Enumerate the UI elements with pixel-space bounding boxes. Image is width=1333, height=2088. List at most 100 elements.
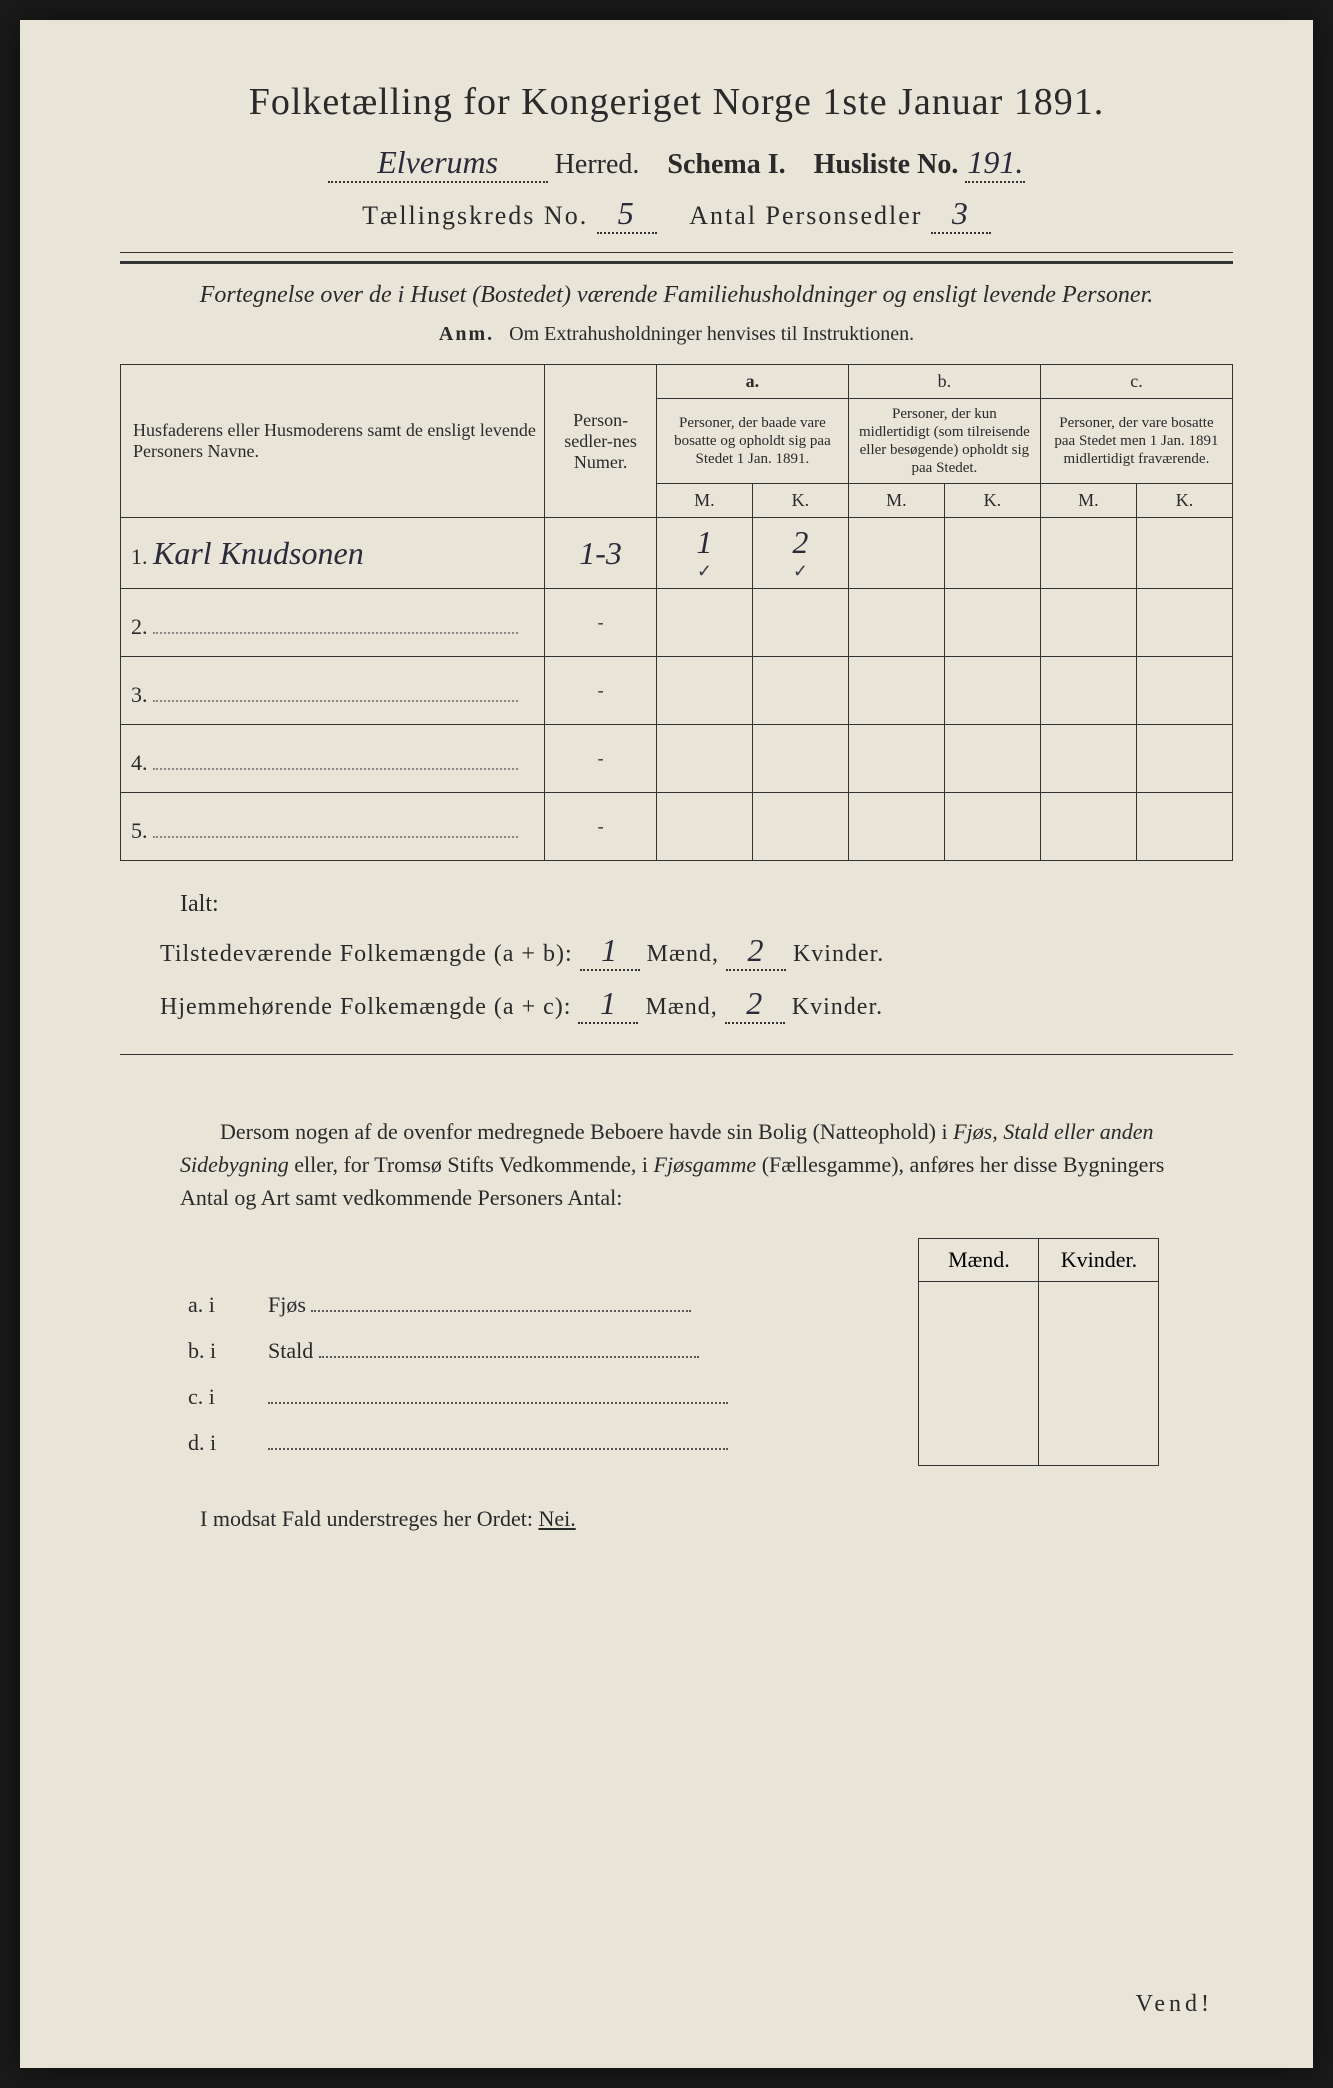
- anm-text: Om Extrahusholdninger henvises til Instr…: [509, 323, 914, 345]
- dotfill: [311, 1298, 691, 1312]
- vend-label: Vend!: [1136, 1991, 1213, 2018]
- a-k: K.: [752, 484, 848, 518]
- col-c-letah: c.: [1130, 371, 1143, 391]
- anm-label: Anm.: [439, 323, 494, 345]
- row-number: 5.: [131, 818, 148, 843]
- lower-row: b. i Stald: [180, 1328, 1159, 1374]
- name-blank: [153, 810, 518, 838]
- maend-label: Mænd,: [647, 941, 719, 967]
- totals-1-m: 1: [580, 932, 640, 971]
- c-k-val: [1136, 518, 1232, 589]
- main-table: Husfaderens eller Husmoderens samt de en…: [120, 364, 1233, 861]
- lower-row-label: b. i: [180, 1328, 260, 1374]
- a-m-val: 1: [696, 524, 712, 560]
- person-num: -: [545, 725, 657, 793]
- person-num: 1-3: [579, 535, 622, 571]
- dotfill: [268, 1436, 728, 1450]
- a-m: M.: [656, 484, 752, 518]
- person-num: -: [545, 793, 657, 861]
- totals-line-2: Hjemmehørende Folkemængde (a + c): 1 Mæn…: [160, 985, 1233, 1024]
- table-row: 5. -: [121, 793, 1233, 861]
- lower-row-label: d. i: [180, 1420, 260, 1466]
- col-name-header: Husfaderens eller Husmoderens samt de en…: [121, 365, 545, 518]
- table-row: 3. -: [121, 657, 1233, 725]
- kvinder-label: Kvinder.: [792, 994, 883, 1020]
- col-a-label: a.: [656, 365, 848, 399]
- schema-label: Schema I.: [667, 149, 785, 180]
- anm-line: Anm. Om Extrahusholdninger henvises til …: [120, 323, 1233, 346]
- para-4: Fjøsgamme: [654, 1152, 757, 1177]
- col-a-desc: Personer, der baade vare bosatte og opho…: [656, 399, 848, 484]
- col-name-text: Husfaderens eller Husmoderens samt de en…: [133, 420, 536, 461]
- lower-row-type: Stald: [268, 1338, 313, 1363]
- totals-2-k: 2: [725, 985, 785, 1024]
- kreds-value: 5: [597, 195, 657, 234]
- husliste-value: 191.: [965, 144, 1025, 183]
- col-b-label: b.: [848, 365, 1040, 399]
- b-m: M.: [848, 484, 944, 518]
- a-k-val: 2: [792, 524, 808, 560]
- row-number: 2.: [131, 614, 148, 639]
- totals-1-k: 2: [726, 932, 786, 971]
- subtitle: Fortegnelse over de i Huset (Bostedet) v…: [120, 282, 1233, 309]
- row-number: 1.: [131, 544, 148, 569]
- para-3: eller, for Tromsø Stifts Vedkommende, i: [289, 1152, 654, 1177]
- name-blank: [153, 674, 518, 702]
- maend-label: Mænd,: [645, 994, 717, 1020]
- row-name-cell: 1. Karl Knudsonen: [121, 518, 545, 589]
- person-num: -: [545, 589, 657, 657]
- b-k: K.: [944, 484, 1040, 518]
- name-blank: [153, 742, 518, 770]
- footer-text: I modsat Fald understreges her Ordet:: [200, 1506, 538, 1531]
- check-icon: ✓: [697, 561, 712, 581]
- row-number: 3.: [131, 682, 148, 707]
- b-k-val: [944, 518, 1040, 589]
- census-form-page: Folketælling for Kongeriget Norge 1ste J…: [20, 20, 1313, 2068]
- para-1: Dersom nogen af de ovenfor medregnede Be…: [220, 1119, 953, 1144]
- lower-maend-header: Mænd.: [919, 1239, 1039, 1282]
- dotfill: [268, 1390, 728, 1404]
- header-line-2: Tællingskreds No. 5 Antal Personsedler 3: [120, 195, 1233, 234]
- col-a-letah: a.: [746, 371, 760, 391]
- check-icon: ✓: [793, 561, 808, 581]
- table-row: 2. -: [121, 589, 1233, 657]
- b-m-val: [848, 518, 944, 589]
- col-c-label: c.: [1040, 365, 1232, 399]
- lower-table: Mænd. Kvinder. a. i Fjøs b. i Stald c. i…: [180, 1238, 1159, 1466]
- col-b-desc: Personer, der kun midlertidigt (som tilr…: [848, 399, 1040, 484]
- totals-2-m: 1: [578, 985, 638, 1024]
- c-m-val: [1040, 518, 1136, 589]
- col-num-header: Person-sedler-nes Numer.: [545, 365, 657, 518]
- kreds-label: Tællingskreds No.: [362, 201, 588, 230]
- lower-row: a. i Fjøs: [180, 1282, 1159, 1328]
- person-num: -: [545, 657, 657, 725]
- form-title: Folketælling for Kongeriget Norge 1ste J…: [120, 80, 1233, 124]
- col-c-desc: Personer, der vare bosatte paa Stedet me…: [1040, 399, 1232, 484]
- lower-row-label: c. i: [180, 1374, 260, 1420]
- table-row: 1. Karl Knudsonen 1-3 1✓ 2✓: [121, 518, 1233, 589]
- lower-row-type: Fjøs: [268, 1292, 306, 1317]
- name-blank: [153, 606, 518, 634]
- totals-1-label: Tilstedeværende Folkemængde (a + b):: [160, 941, 573, 967]
- header-line-1: Elverums Herred. Schema I. Husliste No. …: [120, 144, 1233, 183]
- footer-line: I modsat Fald understreges her Ordet: Ne…: [200, 1506, 1233, 1532]
- paragraph: Dersom nogen af de ovenfor medregnede Be…: [180, 1115, 1213, 1214]
- c-k: K.: [1136, 484, 1232, 518]
- totals-2-label: Hjemmehørende Folkemængde (a + c):: [160, 994, 571, 1020]
- lower-row: c. i: [180, 1374, 1159, 1420]
- antal-label: Antal Personsedler: [689, 201, 922, 230]
- person-name: Karl Knudsonen: [153, 535, 364, 571]
- lower-row-label: a. i: [180, 1282, 260, 1328]
- lower-row: d. i: [180, 1420, 1159, 1466]
- ialt-label: Ialt:: [180, 891, 1233, 918]
- herred-label: Herred.: [555, 149, 640, 180]
- totals-line-1: Tilstedeværende Folkemængde (a + b): 1 M…: [160, 932, 1233, 971]
- col-b-letah: b.: [938, 371, 952, 391]
- c-m: M.: [1040, 484, 1136, 518]
- dotfill: [319, 1344, 699, 1358]
- row-number: 4.: [131, 750, 148, 775]
- kvinder-label: Kvinder.: [793, 941, 884, 967]
- table-row: 4. -: [121, 725, 1233, 793]
- herred-value: Elverums: [328, 144, 548, 183]
- lower-kvinder-header: Kvinder.: [1039, 1239, 1159, 1282]
